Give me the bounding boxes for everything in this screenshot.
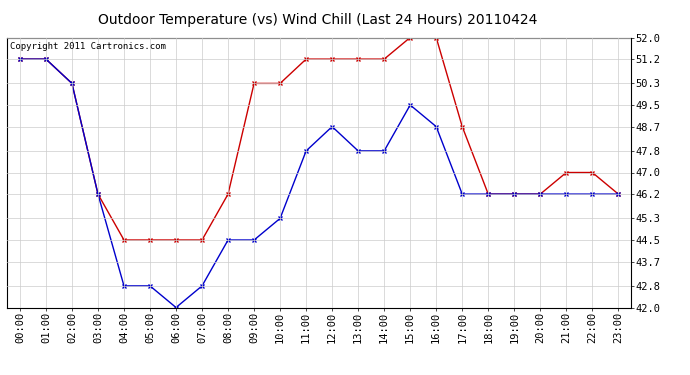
Text: Copyright 2011 Cartronics.com: Copyright 2011 Cartronics.com (10, 42, 166, 51)
Text: Outdoor Temperature (vs) Wind Chill (Last 24 Hours) 20110424: Outdoor Temperature (vs) Wind Chill (Las… (98, 13, 537, 27)
